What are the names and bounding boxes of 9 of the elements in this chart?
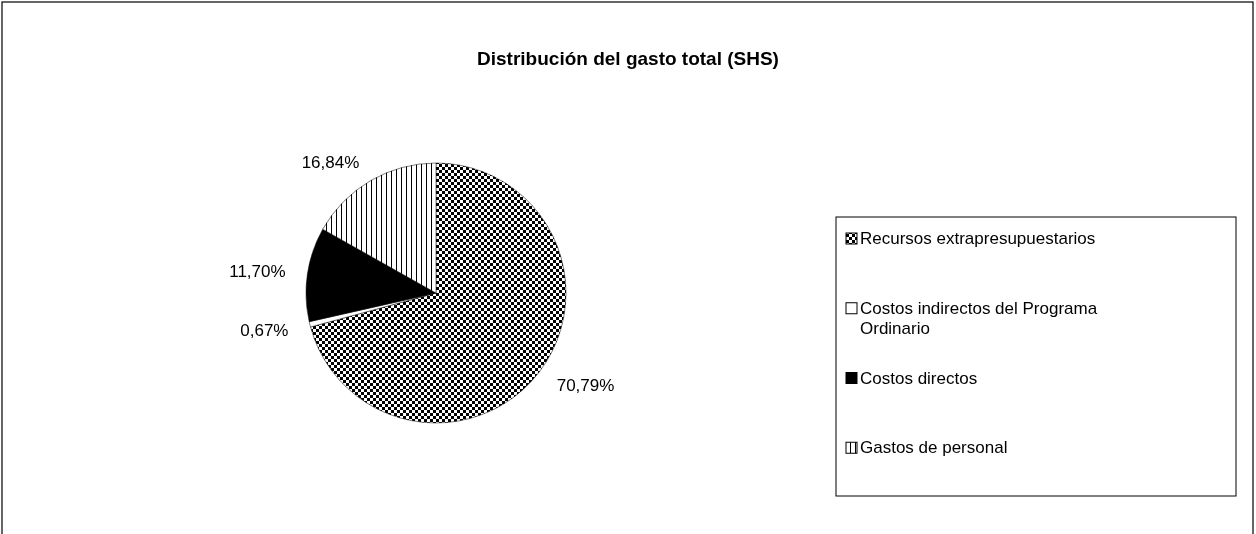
legend-label: Gastos de personal [860, 438, 1008, 458]
legend-label: Costos directos [860, 368, 978, 388]
legend-label: Recursos extrapresupuestarios [860, 229, 1096, 248]
data-label: 0,67% [240, 320, 289, 340]
data-label: 11,70% [229, 262, 286, 282]
data-label: 16,84% [301, 152, 360, 172]
chart-title: Distribución del gasto total (SHS) [477, 48, 779, 69]
legend-label: Costos indirectos del Programa Ordinario [860, 298, 1098, 338]
data-label: 70,79% [556, 376, 615, 396]
